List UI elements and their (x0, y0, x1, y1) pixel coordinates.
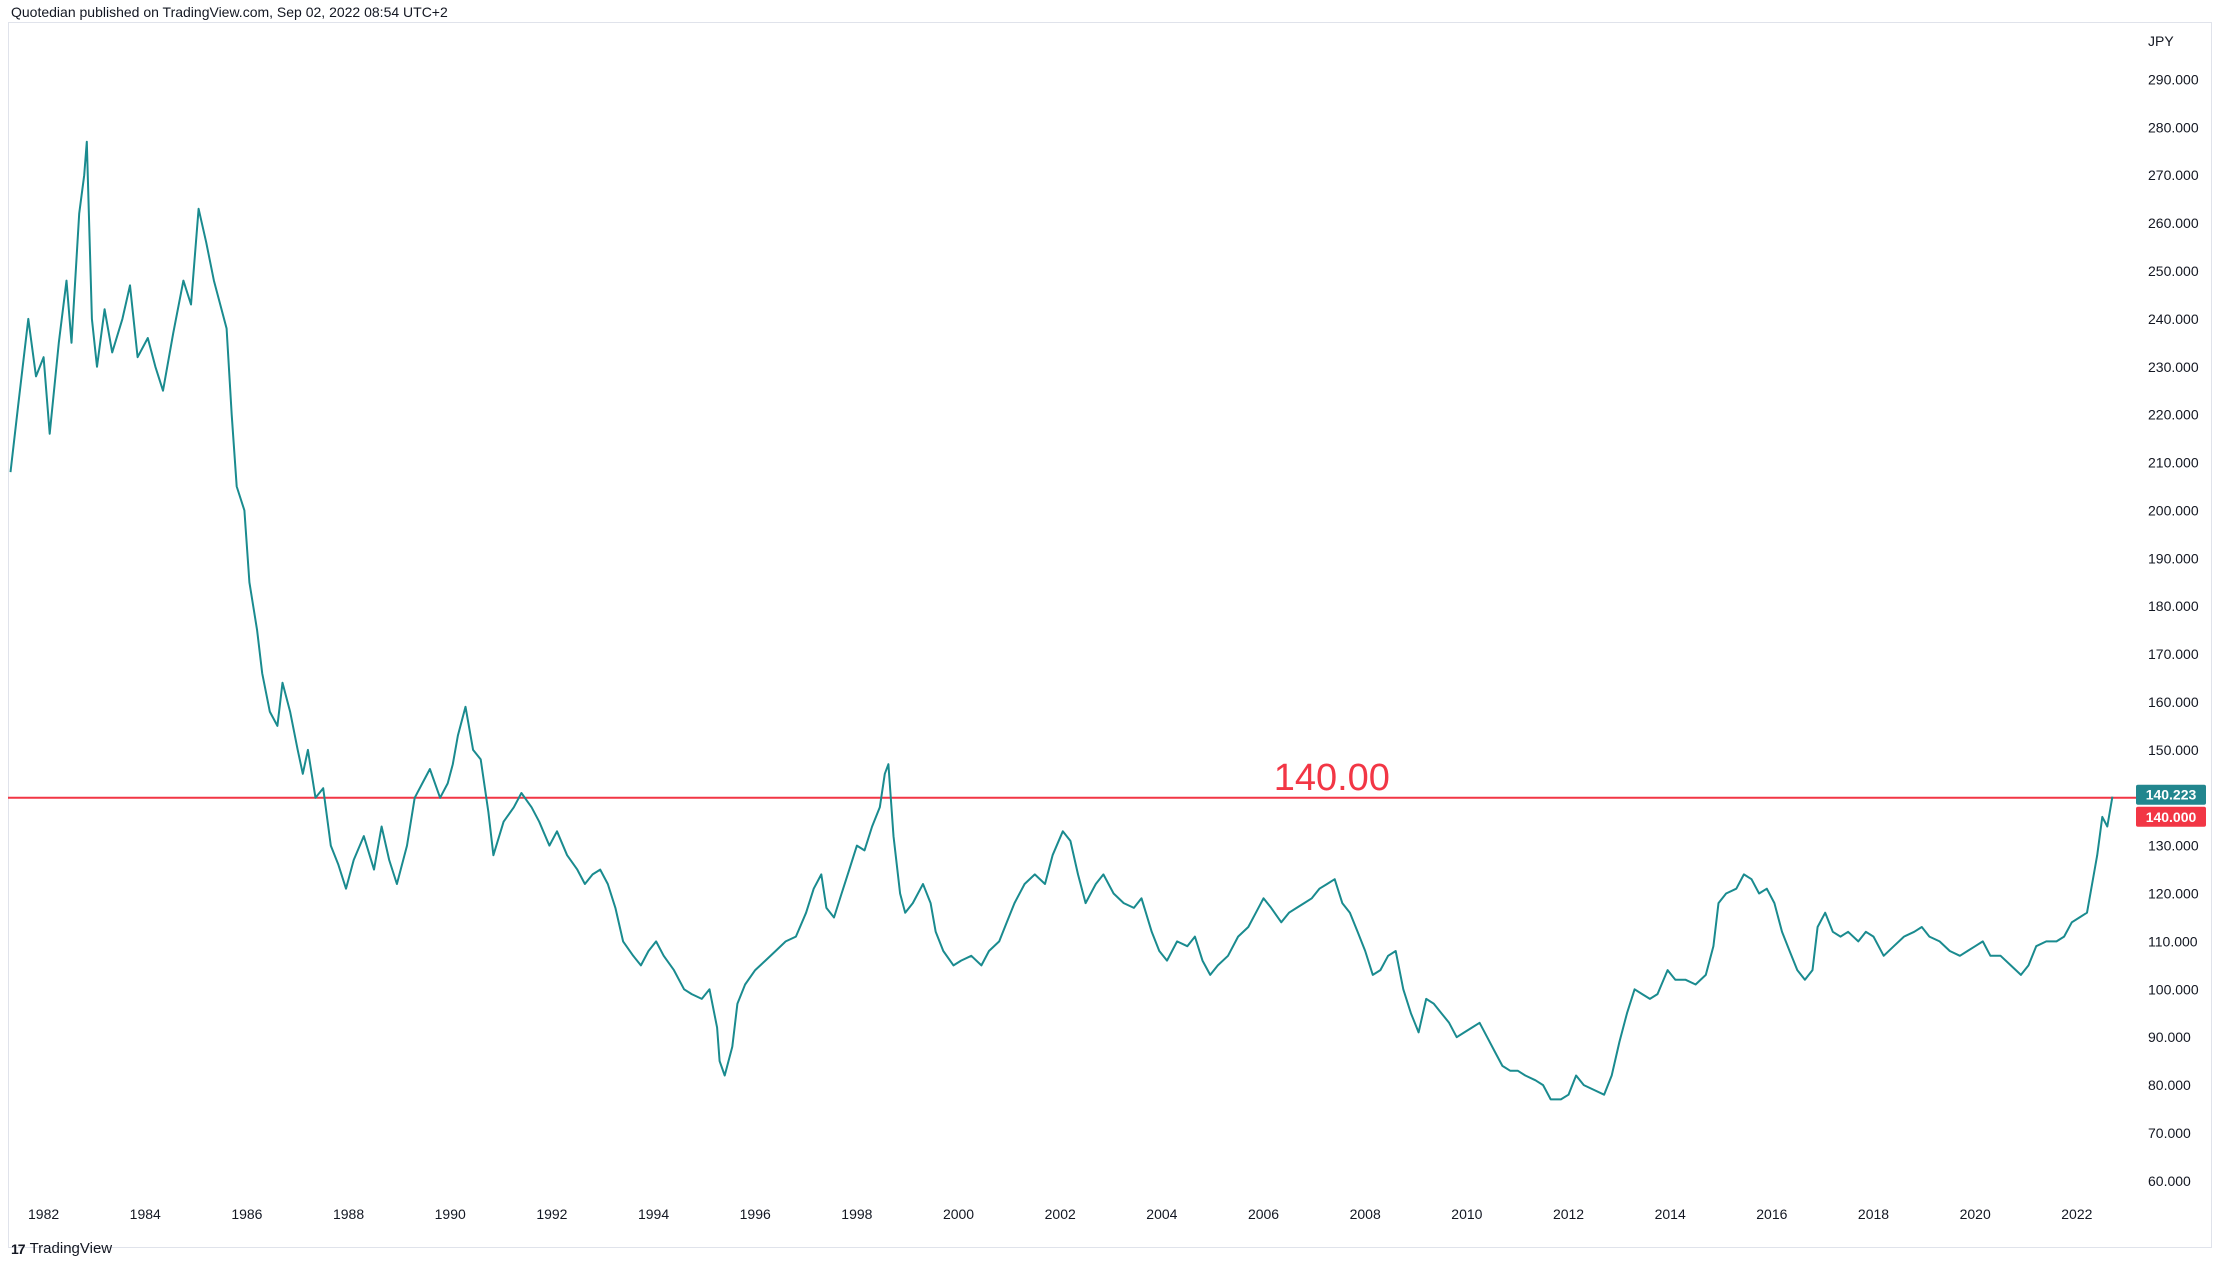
last-price-badge: 140.223 (2146, 787, 2197, 803)
last-price-badge-bg (2136, 784, 2206, 805)
y-tick-label: 210.000 (2148, 455, 2199, 471)
chart-frame (8, 22, 2212, 1248)
y-tick-label: 200.000 (2148, 502, 2199, 518)
y-tick-label: 120.000 (2148, 886, 2199, 902)
y-tick-label: 90.000 (2148, 1029, 2191, 1045)
tradingview-logo-icon: 17 (11, 1240, 26, 1257)
x-tick-label: 2018 (1858, 1206, 1889, 1222)
x-tick-label: 1984 (130, 1206, 161, 1222)
x-tick-label: 2016 (1756, 1206, 1787, 1222)
y-tick-label: 80.000 (2148, 1077, 2191, 1093)
x-tick-label: 2006 (1248, 1206, 1279, 1222)
x-tick-label: 2004 (1146, 1206, 1177, 1222)
x-tick-label: 1986 (231, 1206, 262, 1222)
price-series-line[interactable] (9, 140, 2114, 1101)
x-tick-label: 1992 (536, 1206, 567, 1222)
y-tick-label: 180.000 (2148, 598, 2199, 614)
y-tick-label: 290.000 (2148, 71, 2199, 87)
y-tick-label: 270.000 (2148, 167, 2199, 183)
y-tick-label: 260.000 (2148, 215, 2199, 231)
x-tick-label: 2010 (1451, 1206, 1482, 1222)
x-tick-label: 1982 (28, 1206, 59, 1222)
line-price-badge-bg (2136, 806, 2206, 827)
x-tick-label: 2020 (1960, 1206, 1991, 1222)
y-tick-label: 250.000 (2148, 263, 2199, 279)
y-tick-label: 150.000 (2148, 742, 2199, 758)
x-tick-label: 2008 (1350, 1206, 1381, 1222)
x-tick-label: 2014 (1655, 1206, 1686, 1222)
tradingview-brand[interactable]: 17 TradingView (11, 1240, 112, 1257)
y-tick-label: 170.000 (2148, 646, 2199, 662)
y-tick-label: 130.000 (2148, 838, 2199, 854)
y-tick-label: 240.000 (2148, 311, 2199, 327)
x-tick-label: 2012 (1553, 1206, 1584, 1222)
x-tick-label: 1994 (638, 1206, 669, 1222)
x-tick-label: 2022 (2061, 1206, 2092, 1222)
publish-info: Quotedian published on TradingView.com, … (11, 4, 448, 20)
y-tick-label: 70.000 (2148, 1125, 2191, 1141)
y-tick-label: 100.000 (2148, 981, 2199, 997)
y-tick-label: 60.000 (2148, 1173, 2191, 1189)
y-tick-label: 160.000 (2148, 694, 2199, 710)
x-tick-label: 1988 (333, 1206, 364, 1222)
x-tick-label: 1998 (841, 1206, 872, 1222)
y-tick-label: 190.000 (2148, 550, 2199, 566)
y-tick-label: 280.000 (2148, 119, 2199, 135)
y-tick-label: 110.000 (2148, 933, 2198, 949)
y-tick-label: 230.000 (2148, 359, 2199, 375)
line-annotation: 140.00 (1274, 757, 1390, 799)
currency-label: JPY (2148, 33, 2174, 49)
x-tick-label: 1996 (740, 1206, 771, 1222)
brand-label: TradingView (29, 1240, 113, 1257)
x-tick-label: 2002 (1045, 1206, 1076, 1222)
y-tick-label: 220.000 (2148, 407, 2199, 423)
x-tick-label: 1990 (435, 1206, 466, 1222)
line-price-badge: 140.000 (2146, 809, 2197, 825)
x-tick-label: 2000 (943, 1206, 974, 1222)
